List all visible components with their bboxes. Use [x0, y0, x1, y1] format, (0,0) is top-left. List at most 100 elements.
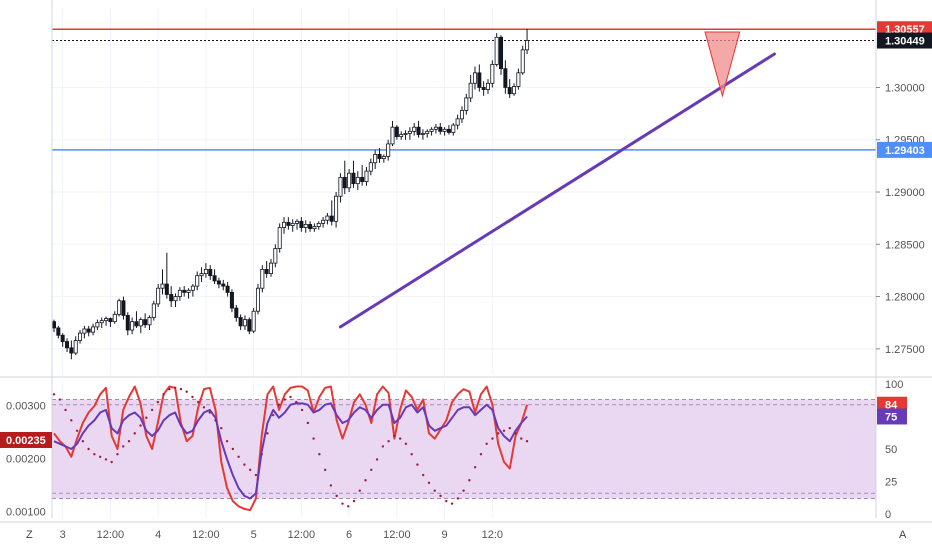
candle[interactable] — [221, 279, 226, 291]
candle[interactable] — [138, 317, 143, 334]
candle[interactable] — [112, 311, 117, 324]
candle[interactable] — [303, 220, 308, 233]
candle[interactable] — [368, 158, 373, 176]
candle[interactable] — [286, 217, 291, 230]
candle[interactable] — [351, 160, 356, 188]
candle[interactable] — [516, 68, 521, 90]
candle[interactable] — [329, 200, 334, 226]
candle[interactable] — [156, 284, 161, 308]
candle[interactable] — [455, 114, 460, 130]
candle[interactable] — [386, 139, 391, 161]
candle[interactable] — [199, 267, 204, 282]
candle[interactable] — [290, 219, 295, 232]
candle[interactable] — [186, 288, 191, 299]
candle[interactable] — [433, 124, 438, 134]
candle[interactable] — [99, 317, 104, 328]
candle[interactable] — [490, 60, 495, 88]
candle[interactable] — [416, 120, 421, 138]
candle[interactable] — [277, 223, 282, 253]
candle[interactable] — [308, 221, 313, 232]
candle[interactable] — [195, 271, 200, 291]
candle[interactable] — [130, 317, 135, 335]
candle[interactable] — [134, 311, 139, 328]
candle[interactable] — [260, 265, 265, 293]
candle[interactable] — [503, 60, 508, 94]
candle[interactable] — [251, 308, 256, 334]
oscillator-pane[interactable] — [52, 380, 876, 518]
candle[interactable] — [373, 150, 378, 170]
candle[interactable] — [442, 127, 447, 136]
candle[interactable] — [169, 286, 174, 308]
candle[interactable] — [485, 79, 490, 94]
candle[interactable] — [451, 123, 456, 136]
time-axis[interactable]: 3 12:00 4 12:00 5 12:00 6 12:00 9 12:0 — [60, 529, 503, 541]
candle[interactable] — [312, 223, 317, 232]
candle[interactable] — [299, 217, 304, 232]
candle[interactable] — [464, 93, 469, 115]
auto-scale-toggle[interactable]: A — [899, 529, 907, 541]
candle[interactable] — [507, 79, 512, 98]
candle[interactable] — [117, 298, 122, 317]
timezone-label[interactable]: Z — [26, 529, 33, 541]
candle[interactable] — [295, 219, 300, 230]
triangle-pattern[interactable] — [704, 31, 741, 98]
candle[interactable] — [60, 333, 65, 347]
candle[interactable] — [342, 160, 347, 195]
candle[interactable] — [151, 300, 156, 321]
candle[interactable] — [512, 83, 517, 96]
candle[interactable] — [208, 265, 213, 280]
candle[interactable] — [52, 319, 57, 333]
candle[interactable] — [407, 127, 412, 140]
candle[interactable] — [347, 169, 352, 193]
candle[interactable] — [147, 315, 152, 331]
candle[interactable] — [364, 166, 369, 186]
candle[interactable] — [78, 330, 83, 344]
candle[interactable] — [399, 131, 404, 140]
candle[interactable] — [334, 192, 339, 228]
candle[interactable] — [73, 336, 78, 356]
candle[interactable] — [173, 293, 178, 308]
candle[interactable] — [268, 258, 273, 277]
candle[interactable] — [56, 325, 61, 339]
candle[interactable] — [477, 64, 482, 92]
candle[interactable] — [255, 284, 260, 315]
trendline[interactable] — [338, 52, 776, 329]
candle[interactable] — [247, 317, 252, 335]
candle[interactable] — [390, 120, 395, 147]
candle[interactable] — [121, 296, 126, 320]
candle[interactable] — [104, 316, 109, 326]
candle[interactable] — [446, 125, 451, 135]
candle[interactable] — [282, 217, 287, 234]
candle[interactable] — [234, 304, 239, 322]
candle[interactable] — [438, 123, 443, 135]
candle[interactable] — [229, 289, 234, 313]
candle[interactable] — [321, 217, 326, 228]
candle[interactable] — [238, 314, 243, 331]
candle[interactable] — [360, 164, 365, 186]
candle[interactable] — [459, 106, 464, 124]
candle[interactable] — [412, 123, 417, 136]
candle[interactable] — [377, 148, 382, 163]
candle[interactable] — [65, 338, 70, 352]
candle[interactable] — [86, 325, 91, 337]
candle[interactable] — [203, 263, 208, 278]
candle[interactable] — [160, 269, 165, 295]
candle[interactable] — [212, 269, 217, 285]
candle[interactable] — [225, 281, 230, 297]
candle[interactable] — [143, 313, 148, 328]
candle[interactable] — [338, 173, 343, 203]
candle[interactable] — [264, 261, 269, 278]
candle[interactable] — [499, 35, 504, 75]
candle[interactable] — [420, 129, 425, 140]
candle[interactable] — [472, 66, 477, 90]
candle[interactable] — [177, 287, 182, 301]
candle[interactable] — [468, 74, 473, 103]
candle[interactable] — [216, 277, 221, 289]
candle[interactable] — [91, 323, 96, 336]
candle[interactable] — [242, 315, 247, 331]
candle[interactable] — [108, 317, 113, 327]
candle[interactable] — [394, 125, 399, 140]
candle[interactable] — [164, 252, 169, 299]
candle[interactable] — [182, 286, 187, 297]
